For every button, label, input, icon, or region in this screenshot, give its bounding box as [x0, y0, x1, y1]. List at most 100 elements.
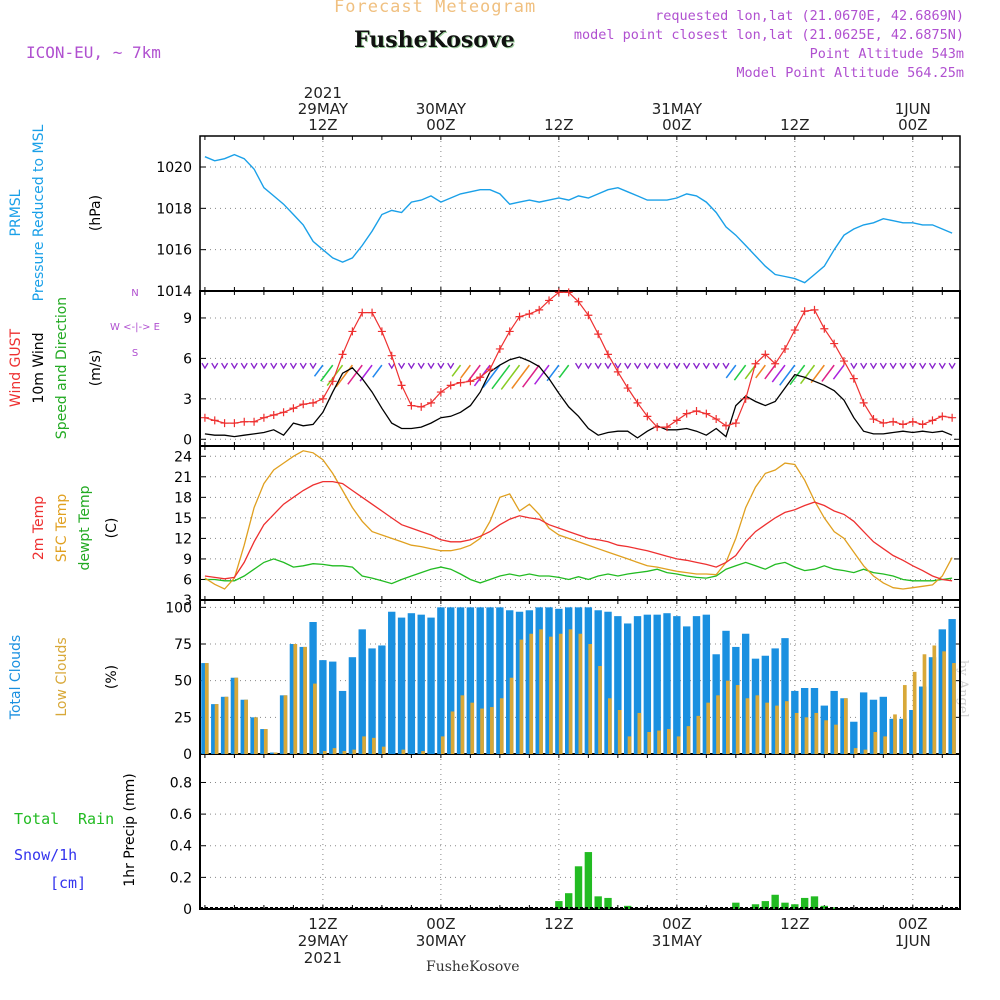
gust-marker — [318, 394, 327, 403]
total-cloud-bar — [928, 657, 937, 754]
low-cloud-bar — [224, 696, 229, 754]
y-tick-label: 0.6 — [170, 807, 192, 823]
total-cloud-bar — [682, 626, 691, 754]
bottom-time-label: 1JUN — [895, 932, 931, 950]
temp-label-2: SFC Temp — [54, 494, 70, 563]
low-cloud-bar — [558, 633, 563, 754]
y-tick-label: 1018 — [156, 201, 192, 217]
total-cloud-bar — [565, 607, 573, 754]
wind-direction-arrow — [289, 362, 297, 370]
wind-direction-arrow — [909, 362, 917, 370]
compass-south: S — [132, 348, 138, 359]
gust-marker — [505, 327, 514, 336]
rain-bar — [781, 902, 789, 909]
low-cloud-bar — [716, 695, 720, 754]
wind-direction-arrow — [574, 362, 583, 370]
wind-direction-arrow — [211, 362, 219, 370]
wind-direction-arrow — [594, 362, 602, 370]
gust-marker — [879, 419, 888, 428]
precip-label-total: Total — [14, 810, 59, 828]
low-cloud-bar — [293, 644, 298, 754]
y-tick-label: 6 — [183, 572, 192, 588]
top-time-label: 29MAY — [298, 100, 349, 118]
low-cloud-bar — [234, 677, 239, 754]
y-tick-label: 3 — [183, 392, 192, 408]
low-cloud-bar — [922, 654, 927, 754]
gust-marker — [368, 308, 377, 317]
gust-marker — [397, 381, 406, 390]
gust-marker — [564, 288, 573, 297]
y-tick-label: 1014 — [156, 284, 192, 300]
rain-bar — [555, 901, 563, 909]
low-cloud-bar — [952, 663, 956, 754]
total-cloud-bar — [417, 614, 425, 754]
low-cloud-bar — [313, 683, 317, 754]
y-tick-label: 1016 — [156, 243, 192, 259]
y-tick-label: 50 — [174, 674, 192, 690]
bottom-time-label: 29MAY — [298, 932, 349, 950]
wind-direction-arrow — [928, 362, 937, 370]
gust-marker — [230, 419, 239, 428]
low-cloud-bar — [608, 698, 612, 754]
wind-label-2: 10m Wind — [31, 332, 47, 403]
wind-direction-arrow — [810, 364, 825, 384]
y-tick-label: 0 — [183, 432, 192, 448]
gust-marker — [672, 416, 681, 425]
low-cloud-bar — [381, 746, 386, 754]
wind-direction-arrow — [201, 362, 209, 370]
gust-marker — [525, 309, 534, 318]
wind-direction-arrow — [653, 362, 661, 370]
wind-direction-arrow — [558, 364, 570, 379]
y-tick-label: 1020 — [156, 160, 192, 176]
wind-direction-arrow — [869, 362, 878, 370]
bottom-time-label: 12Z — [308, 915, 337, 933]
top-time-label: 2021 — [304, 84, 342, 102]
gust-marker — [279, 408, 288, 417]
rain-bar — [810, 896, 819, 909]
y-tick-label: 0 — [183, 902, 192, 918]
low-cloud-bar — [863, 749, 868, 754]
low-cloud-bar — [401, 749, 406, 754]
total-cloud-bar — [397, 617, 406, 754]
total-cloud-bar — [673, 616, 681, 754]
bottom-time-label: 31MAY — [652, 932, 703, 950]
gust-marker — [810, 305, 819, 314]
gust-marker — [604, 350, 613, 359]
bottom-time-label: 12Z — [544, 915, 573, 933]
total-cloud-bar — [476, 607, 484, 754]
total-cloud-bar — [741, 633, 750, 754]
wind-direction-arrow — [948, 362, 956, 370]
low-cloud-bar — [942, 651, 946, 754]
top-time-label: 30MAY — [416, 100, 467, 118]
low-cloud-bar — [372, 737, 376, 754]
wind-direction-arrow — [733, 364, 747, 381]
gust-marker — [387, 351, 396, 360]
compass-west-east: W <-|-> E — [110, 322, 160, 333]
wind-gust-line — [204, 291, 953, 428]
low-cloud-bar — [745, 698, 750, 754]
gust-marker — [849, 374, 858, 383]
low-cloud-bar — [529, 633, 534, 754]
total-cloud-bar — [456, 607, 465, 754]
gust-marker — [594, 330, 603, 339]
gust-marker — [731, 419, 740, 428]
rain-bar — [761, 901, 770, 909]
top-time-label: 00Z — [426, 116, 455, 134]
y-tick-label: 0.4 — [170, 839, 192, 855]
total-cloud-bar — [358, 629, 366, 754]
low-cloud-bar — [932, 645, 937, 754]
gust-marker — [259, 413, 268, 422]
rain-bar — [830, 907, 838, 909]
total-cloud-bar — [486, 607, 494, 754]
wind-direction-arrow — [335, 364, 353, 388]
y-tick-label: 25 — [174, 710, 192, 726]
gust-marker — [780, 344, 789, 353]
top-time-label: 00Z — [898, 116, 927, 134]
gust-marker — [427, 398, 436, 407]
wind-direction-arrow — [744, 364, 757, 380]
gust-marker — [771, 359, 780, 368]
total-cloud-bar — [692, 616, 701, 754]
top-time-label: 1JUN — [895, 100, 931, 118]
gust-marker — [761, 350, 770, 359]
rain-bar — [732, 902, 740, 909]
